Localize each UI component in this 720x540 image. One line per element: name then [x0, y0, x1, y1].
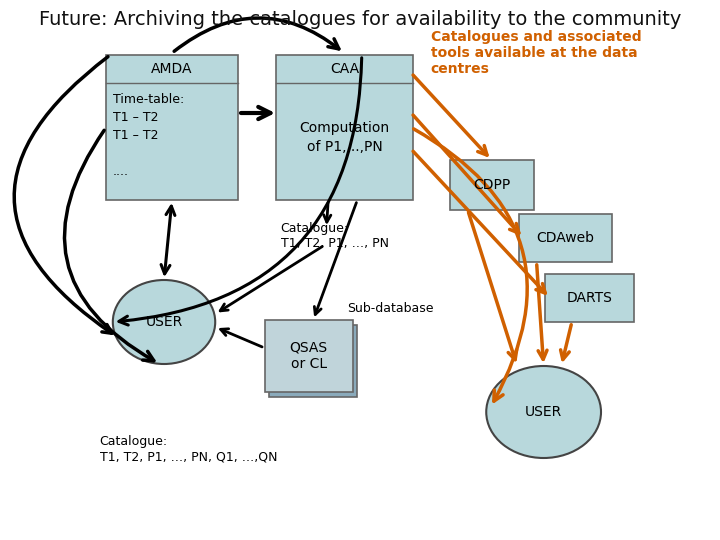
Text: Sub-database: Sub-database — [347, 301, 433, 314]
Bar — [265, 320, 353, 392]
Text: DARTS: DARTS — [567, 291, 613, 305]
Text: Catalogue:
T1, T2, P1, …, PN: Catalogue: T1, T2, P1, …, PN — [281, 222, 389, 250]
Bar — [450, 160, 534, 210]
Bar — [106, 55, 238, 200]
Text: USER: USER — [145, 315, 183, 329]
Text: CAA: CAA — [330, 62, 359, 76]
Ellipse shape — [486, 366, 601, 458]
Bar — [545, 274, 634, 322]
Text: Catalogue:
T1, T2, P1, …, PN, Q1, …,QN: Catalogue: T1, T2, P1, …, PN, Q1, …,QN — [99, 435, 277, 463]
Text: CDAweb: CDAweb — [536, 231, 594, 245]
Bar — [276, 55, 413, 200]
Text: Catalogues and associated
tools available at the data
centres: Catalogues and associated tools availabl… — [431, 30, 642, 76]
Ellipse shape — [113, 280, 215, 364]
Text: Future: Archiving the catalogues for availability to the community: Future: Archiving the catalogues for ava… — [39, 10, 681, 29]
Text: QSAS
or CL: QSAS or CL — [289, 341, 328, 371]
Bar — [519, 214, 611, 262]
Text: Computation
of P1, ..,PN: Computation of P1, ..,PN — [300, 121, 390, 154]
Bar — [269, 325, 357, 397]
Text: USER: USER — [525, 405, 562, 419]
Text: CDPP: CDPP — [473, 178, 510, 192]
Text: AMDA: AMDA — [151, 62, 193, 76]
Text: Time-table:
T1 – T2
T1 – T2

....: Time-table: T1 – T2 T1 – T2 .... — [113, 93, 184, 178]
